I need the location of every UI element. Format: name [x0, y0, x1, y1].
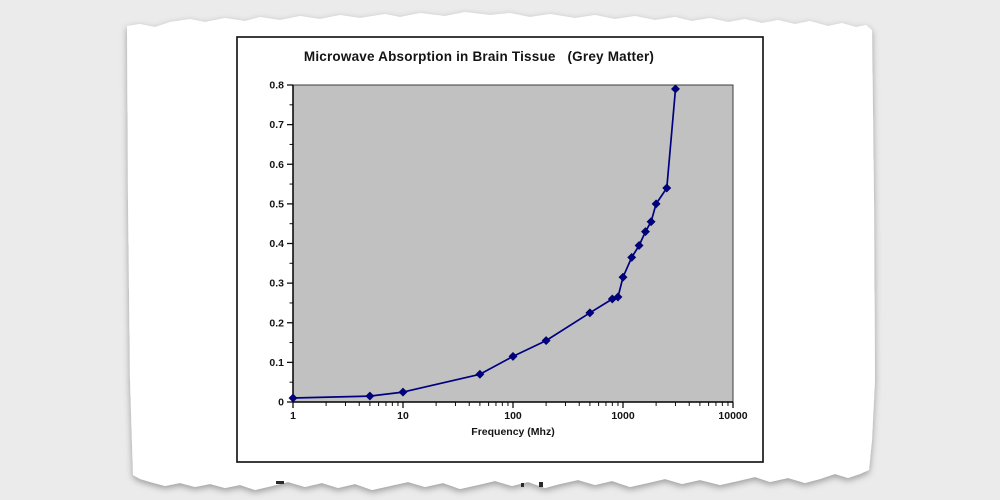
x-tick-label: 10000 — [718, 410, 747, 422]
data-point-marker — [670, 84, 681, 94]
y-tick-label: 0.3 — [269, 278, 284, 290]
data-point-marker — [634, 240, 644, 251]
y-tick-label: 0.5 — [269, 198, 284, 210]
torn-text-remnant — [539, 482, 543, 487]
data-point-marker — [646, 217, 656, 227]
chart-title: Microwave Absorption in Brain Tissue (Gr… — [303, 49, 655, 64]
y-tick-label: 0.7 — [269, 119, 284, 131]
data-point-marker — [640, 227, 651, 237]
absorption-chart: 0 0.1 0.2 0.3 0.4 0.5 0.6 0.7 0.8 1 10 100 1000 10000 — [269, 80, 747, 423]
data-point-marker — [541, 336, 551, 346]
y-tick-label: 0.2 — [269, 317, 284, 329]
y-tick-label: 0 — [278, 397, 284, 409]
data-point-marker — [618, 272, 628, 282]
data-point-marker — [585, 308, 595, 318]
y-tick-label: 0.4 — [269, 238, 284, 250]
torn-text-remnant — [521, 483, 524, 487]
x-tick-label: 1000 — [611, 410, 635, 422]
data-point-marker — [475, 369, 485, 379]
x-tick-label: 100 — [504, 410, 522, 422]
data-point-marker — [288, 393, 298, 403]
data-point-marker — [662, 183, 672, 193]
data-point-marker — [398, 387, 408, 397]
torn-text-remnant — [276, 481, 284, 484]
data-point-marker — [365, 391, 375, 401]
x-tick-label: 1 — [290, 410, 296, 422]
data-point-marker — [651, 199, 661, 209]
x-axis-title: Frequency (Mhz) — [471, 426, 555, 438]
data-point-marker — [508, 351, 518, 361]
y-tick-label: 0.6 — [269, 159, 284, 171]
y-tick-label: 0.8 — [269, 80, 284, 92]
torn-text-remnants — [276, 481, 543, 487]
data-point-marker — [613, 292, 623, 302]
y-tick-label: 0.1 — [269, 357, 284, 369]
x-tick-label: 10 — [397, 410, 409, 422]
data-point-marker — [627, 252, 637, 262]
